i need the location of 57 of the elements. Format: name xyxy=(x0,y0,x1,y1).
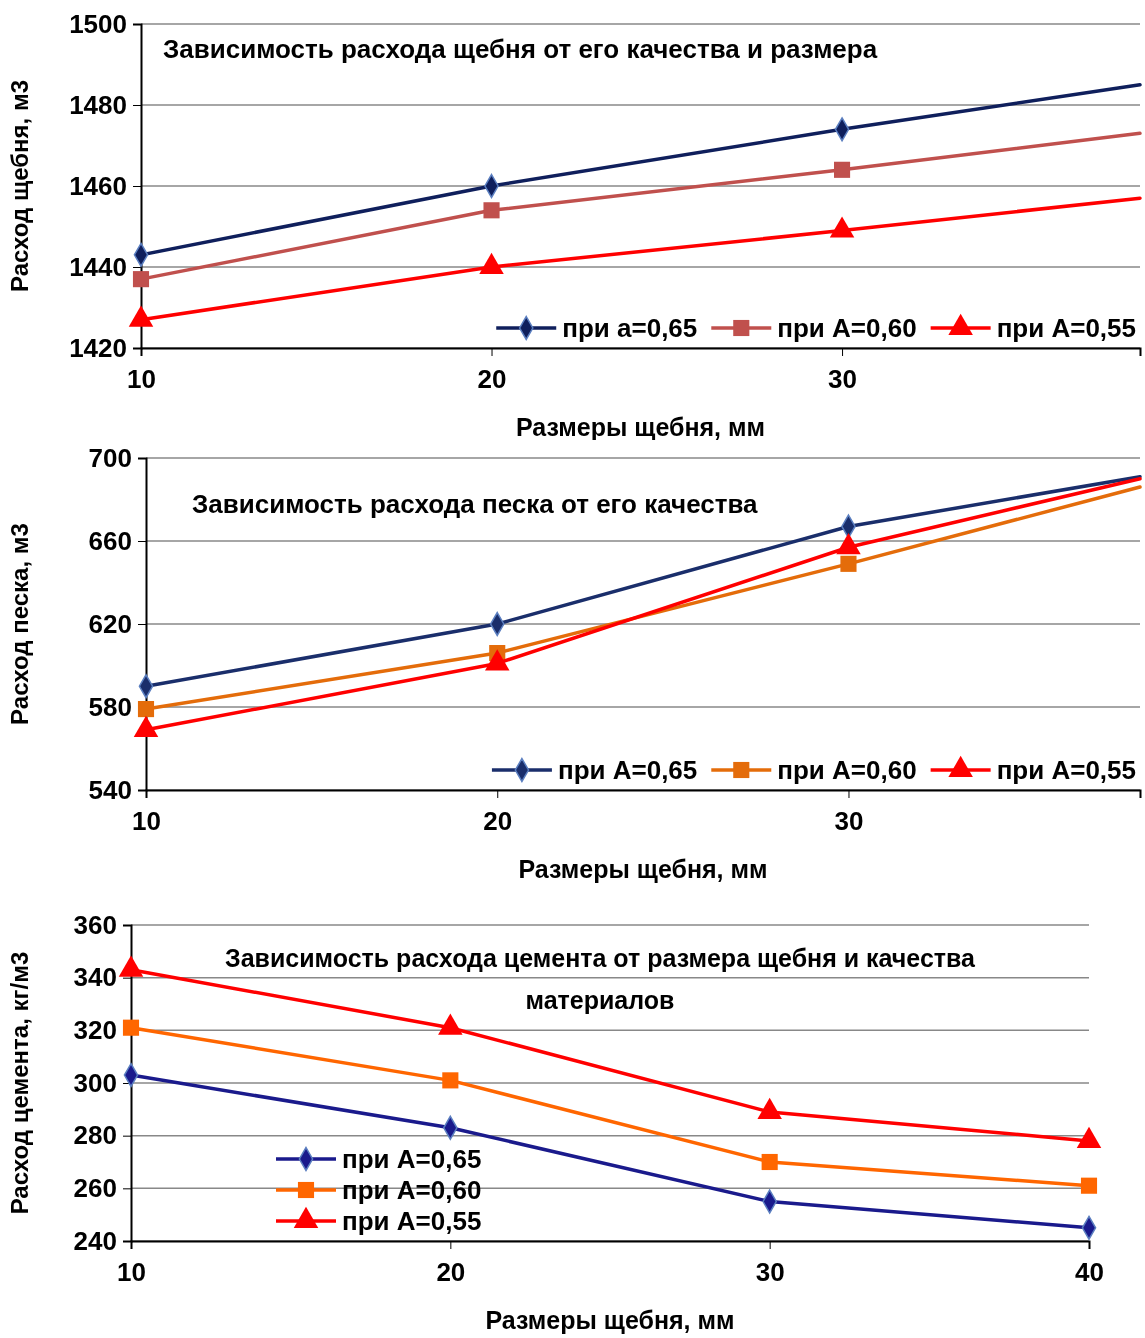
x-axis-title: Размеры щебня, мм xyxy=(485,1306,735,1334)
text: Зависимость расхода цемента от размера щебня и качества материалов xyxy=(224,944,977,1014)
x-tick-label: 20 xyxy=(477,364,507,395)
point xyxy=(483,202,500,219)
point xyxy=(833,161,851,178)
point xyxy=(442,1072,459,1089)
x-tick-label: 30 xyxy=(828,364,858,395)
y-tick-label: 1500 xyxy=(69,8,127,39)
point xyxy=(122,1019,140,1036)
point xyxy=(761,1153,778,1171)
legend-label: при А=0,60 xyxy=(342,1175,482,1205)
y-tick-label: 1480 xyxy=(69,89,127,120)
y-tick-label: 1460 xyxy=(69,170,127,201)
point xyxy=(137,701,155,718)
y-axis-title: Расход песка, м3 xyxy=(6,523,33,725)
x-tick-label: 10 xyxy=(127,364,156,395)
point xyxy=(118,955,144,977)
y-tick-label: 280 xyxy=(73,1120,117,1151)
y-tick-label: 340 xyxy=(73,962,117,993)
point xyxy=(479,252,504,275)
chart-title: Зависимость расхода щебня от его качества и размера xyxy=(163,34,878,64)
y-tick-label: 240 xyxy=(73,1225,117,1256)
y-tick-label: 580 xyxy=(88,691,132,722)
x-axis-title: Размеры щебня, мм xyxy=(518,855,768,883)
x-tick-label: 30 xyxy=(755,1257,785,1288)
text: Зависимость расхода песка от его качества xyxy=(192,489,759,519)
legend-label: при А=0,55 xyxy=(996,313,1136,343)
legend-label: при а=0,65 xyxy=(562,313,698,343)
point xyxy=(438,1013,463,1035)
x-tick-label: 40 xyxy=(1075,1257,1104,1288)
legend-label: при А=0,55 xyxy=(996,755,1136,785)
y-tick-label: 700 xyxy=(88,442,132,473)
x-tick-label: 10 xyxy=(117,1257,146,1288)
y-tick-label: 260 xyxy=(73,1173,117,1204)
x-tick-label: 30 xyxy=(834,806,864,837)
point xyxy=(840,555,857,572)
point xyxy=(829,216,855,238)
y-tick-label: 660 xyxy=(88,525,132,556)
y-axis-title: Расход цемента, кг/м3 xyxy=(6,951,33,1215)
y-tick-label: 540 xyxy=(88,774,132,805)
legend-label: при А=0,60 xyxy=(777,313,917,343)
legend-label: при А=0,65 xyxy=(557,755,698,785)
x-tick-label: 20 xyxy=(436,1257,466,1288)
y-tick-label: 1420 xyxy=(69,332,127,363)
x-tick-label: 20 xyxy=(483,806,513,837)
x-tick-label: 10 xyxy=(132,806,161,837)
y-tick-label: 1440 xyxy=(69,251,127,282)
y-axis-title: Расход щебня, м3 xyxy=(6,79,33,293)
y-tick-label: 360 xyxy=(73,909,117,940)
y-tick-label: 620 xyxy=(88,608,132,639)
y-tick-label: 320 xyxy=(73,1015,117,1046)
y-tick-label: 300 xyxy=(73,1067,117,1098)
point xyxy=(1080,1177,1098,1194)
point xyxy=(128,305,154,327)
legend-label: при А=0,60 xyxy=(777,755,917,785)
legend-label: при А=0,65 xyxy=(342,1144,482,1174)
legend-label: при А=0,55 xyxy=(342,1206,482,1236)
